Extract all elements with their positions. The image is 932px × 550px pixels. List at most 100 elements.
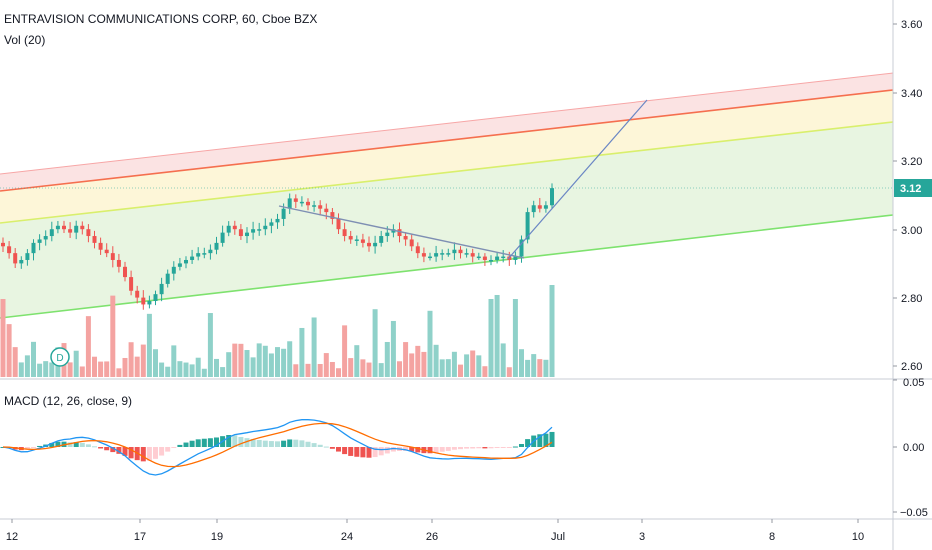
volume-bar (445, 359, 451, 377)
candle-body (385, 232, 390, 237)
channel-top-line (0, 72, 894, 175)
macd-tick-label: 0.05 (903, 377, 924, 389)
candle-body (37, 239, 42, 243)
volume-bar (256, 343, 262, 377)
volume-bar (476, 355, 482, 377)
macd-histogram-bar (207, 438, 213, 447)
candle-body (513, 256, 518, 260)
volume-bar (482, 366, 488, 377)
candle-body (31, 242, 36, 254)
macd-histogram-bar (525, 439, 531, 447)
candle-body (470, 253, 475, 257)
macd-histogram-bar (458, 447, 463, 450)
candle-body (171, 266, 176, 274)
macd-histogram-bar (372, 447, 378, 458)
macd-histogram-bar (500, 447, 506, 448)
candle-body (104, 249, 109, 254)
volume-bar (232, 343, 238, 377)
macd-histogram-bar (31, 447, 36, 448)
candle-body (92, 236, 97, 243)
macd-histogram-bar (409, 447, 415, 452)
candle-body (495, 256, 500, 260)
volume-bar (122, 357, 128, 377)
time-tick-label: 3 (639, 531, 645, 543)
time-tick-label: 17 (134, 531, 146, 543)
candle-body (226, 225, 231, 233)
macd-histogram-bar (323, 446, 329, 448)
macd-histogram-bar (506, 447, 512, 448)
candle-body (238, 229, 243, 237)
time-axis[interactable]: 12 17 19 24 26 Jul 3 8 10 (6, 519, 864, 543)
chart-title: ENTRAVISION COMMUNICATIONS CORP, 60, Cbo… (4, 12, 318, 26)
macd-histogram-bar (256, 439, 262, 447)
candle-body (202, 253, 207, 255)
candle-body (367, 242, 371, 247)
macd-histogram-bar (329, 447, 335, 449)
projection-line[interactable] (507, 99, 648, 260)
candle-body (525, 212, 530, 240)
macd-axis[interactable]: 0.05 0.00 −0.05 (893, 377, 928, 519)
candle-body (354, 239, 359, 241)
volume-bar (165, 366, 171, 377)
candle-body (184, 259, 188, 264)
macd-histogram-bar (110, 447, 116, 453)
candle-body (403, 236, 408, 240)
macd-histogram-bar (470, 447, 476, 449)
volume-bar (92, 356, 97, 377)
candle-body (62, 225, 66, 230)
macd-histogram-bar (451, 447, 457, 450)
candle-body (123, 266, 127, 278)
dividend-event-marker[interactable]: D (50, 347, 70, 367)
price-axis[interactable]: 3.60 3.40 3.20 3.00 2.80 2.60 (893, 19, 922, 373)
volume-bar (73, 350, 79, 377)
volume-bar (128, 342, 134, 377)
macd-histogram-bar (342, 447, 348, 455)
volume-bar (311, 317, 317, 377)
candle-body (452, 249, 457, 254)
volume-bar (342, 325, 348, 377)
downtrend-line[interactable] (278, 205, 525, 259)
macd-histogram-bar (543, 433, 549, 447)
macd-histogram-bar (384, 447, 390, 454)
volume-bar (293, 364, 299, 377)
volume-bar (427, 310, 433, 377)
macd-histogram-bar (512, 446, 518, 448)
candle-body (318, 205, 323, 209)
candle-body (190, 256, 195, 260)
volume-bar (12, 347, 18, 377)
macd-histogram-bar (275, 441, 280, 447)
candle-body (214, 242, 219, 250)
macd-indicator-label[interactable]: MACD (12, 26, close, 9) (4, 394, 133, 408)
volume-bar (549, 285, 555, 377)
channel-lower-line (0, 214, 894, 319)
volume-bar (470, 350, 476, 377)
macd-histogram-bar (214, 437, 219, 447)
macd-histogram-bar (244, 438, 250, 447)
candle-body (141, 297, 146, 305)
candle-body (330, 212, 335, 219)
volume-bar (79, 366, 85, 377)
candle-body (19, 259, 24, 264)
volume-bar (140, 344, 146, 377)
volume-bar (433, 344, 439, 377)
macd-histogram-bar (390, 447, 396, 452)
macd-histogram-bar (92, 446, 97, 448)
candle-body (446, 253, 451, 255)
price-tick-label: 3.40 (901, 88, 922, 100)
volume-bar (305, 363, 311, 377)
volume-bar (409, 353, 415, 377)
volume-bars (0, 285, 555, 377)
macd-tick-label: 0.00 (903, 442, 924, 454)
current-price-badge: 3.12 (894, 179, 932, 197)
candle-body (312, 205, 317, 207)
volume-bar (238, 343, 244, 377)
macd-histogram-bar (403, 447, 409, 451)
macd-histogram-bar (171, 447, 177, 448)
volume-indicator-label[interactable]: Vol (20) (4, 33, 46, 47)
volume-bar (543, 359, 549, 377)
macd-histogram-bar (317, 444, 323, 447)
candle-body (257, 229, 262, 231)
macd-histogram-bar (268, 441, 274, 447)
macd-histogram-bar (299, 440, 305, 447)
